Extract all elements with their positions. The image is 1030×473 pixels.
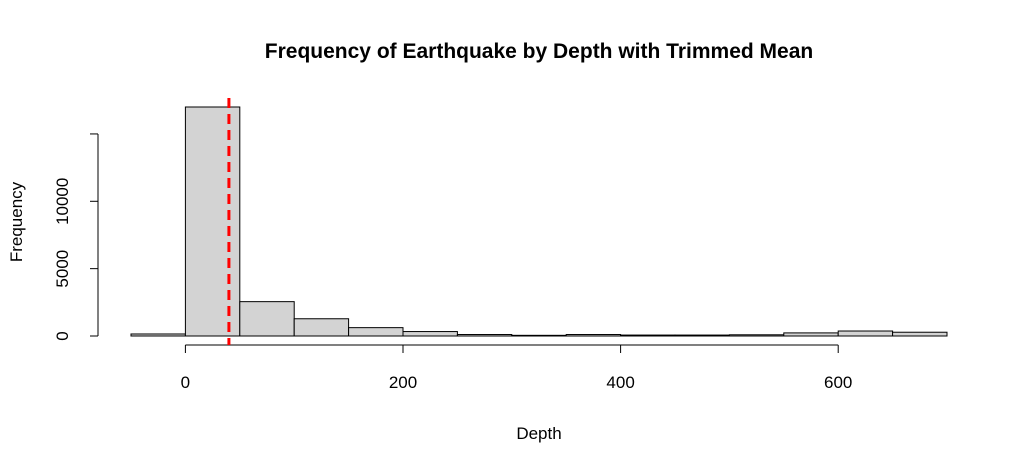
x-tick-label: 200 xyxy=(389,373,417,392)
x-tick-label: 0 xyxy=(181,373,190,392)
histogram-bar xyxy=(565,334,622,337)
histogram-bar xyxy=(511,334,567,337)
histogram-bar xyxy=(837,330,894,337)
y-axis: 0 5000 10000 xyxy=(53,133,99,341)
histogram-bar xyxy=(348,327,404,337)
x-tick-label: 600 xyxy=(824,373,852,392)
histogram-bar xyxy=(892,331,948,337)
x-tick-label: 400 xyxy=(606,373,634,392)
histogram-bar xyxy=(293,318,350,337)
bars-group xyxy=(130,106,948,337)
y-tick-label: 10000 xyxy=(53,178,72,225)
histogram-bar xyxy=(239,301,295,337)
histogram-bar xyxy=(402,331,458,337)
histogram-bar xyxy=(620,334,676,337)
histogram-bar xyxy=(783,332,839,337)
histogram-bar xyxy=(130,333,186,337)
y-axis-label: Frequency xyxy=(7,181,26,262)
histogram-bar xyxy=(728,334,785,337)
histogram-bar xyxy=(184,106,241,337)
x-axis: 0 200 400 600 xyxy=(181,344,852,392)
histogram-bar xyxy=(674,334,730,337)
histogram-bar xyxy=(456,334,513,337)
y-tick-label: 5000 xyxy=(53,250,72,288)
x-axis-label: Depth xyxy=(516,424,561,443)
y-tick-label: 0 xyxy=(53,331,72,340)
chart-title: Frequency of Earthquake by Depth with Tr… xyxy=(265,40,813,63)
